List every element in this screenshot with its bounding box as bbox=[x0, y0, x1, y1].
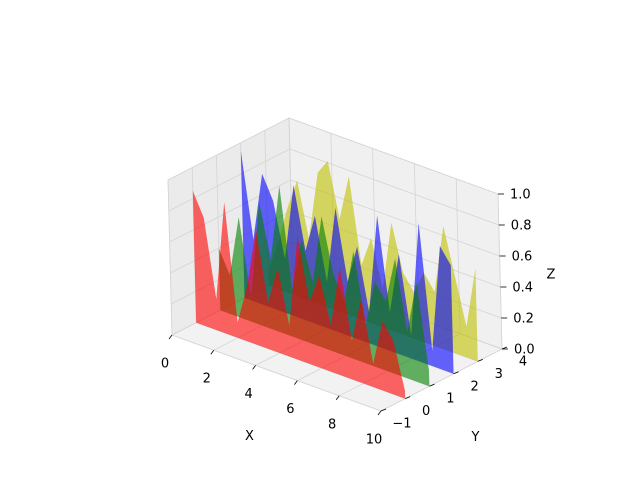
x-tick-label: 10 bbox=[366, 433, 383, 448]
z-tick-label: 0.8 bbox=[511, 219, 532, 234]
gridline-y-floor bbox=[171, 334, 382, 412]
gridline-z-back bbox=[289, 148, 499, 226]
x-tick-label: 0 bbox=[161, 357, 169, 372]
x-axis-tick bbox=[252, 365, 256, 370]
gridline-x-back bbox=[497, 193, 503, 350]
z-tick-label: 0.0 bbox=[514, 343, 535, 358]
x-tick-label: 2 bbox=[203, 372, 211, 387]
x-axis-tick bbox=[210, 349, 215, 355]
series-area-y1 bbox=[218, 185, 430, 387]
gridline-x-floor bbox=[380, 348, 503, 412]
y-axis-label: Y bbox=[471, 430, 480, 445]
x-axis-label: X bbox=[245, 429, 254, 444]
y-tick-label: 2 bbox=[470, 379, 478, 394]
gridline-z-left bbox=[168, 148, 290, 212]
x-tick-label: 8 bbox=[328, 417, 336, 432]
z-tick-label: 1.0 bbox=[510, 188, 531, 203]
y-tick-label: 4 bbox=[519, 355, 527, 370]
gridline-z-left bbox=[169, 179, 291, 243]
x-axis-tick bbox=[168, 334, 173, 340]
z-axis-label: Z bbox=[547, 268, 556, 283]
gridline-z-back bbox=[288, 117, 499, 195]
z-tick-label: 0.2 bbox=[513, 312, 534, 327]
x-tick-label: 4 bbox=[244, 387, 252, 402]
x-axis-tick bbox=[294, 380, 298, 385]
y-tick-label: −1 bbox=[392, 417, 411, 432]
x-axis-tick bbox=[377, 410, 382, 416]
y-tick-label: 3 bbox=[495, 367, 503, 382]
series-area-y0 bbox=[192, 190, 406, 399]
x-tick-label: 6 bbox=[286, 402, 294, 417]
y-axis-tick bbox=[477, 359, 483, 362]
y-axis-tick bbox=[429, 383, 435, 387]
y-axis-tick bbox=[380, 408, 387, 412]
y-tick-label: 0 bbox=[422, 404, 430, 419]
y-axis-tick bbox=[405, 396, 411, 399]
gridline-z-left bbox=[167, 117, 290, 181]
series-areas bbox=[192, 150, 478, 399]
y-axis-tick bbox=[453, 371, 459, 375]
z-tick-label: 0.6 bbox=[512, 250, 533, 265]
gridline-y-left bbox=[167, 179, 173, 336]
x-axis-tick bbox=[335, 395, 340, 401]
y-tick-label: 1 bbox=[446, 392, 454, 407]
z-tick-label: 0.4 bbox=[512, 281, 533, 296]
